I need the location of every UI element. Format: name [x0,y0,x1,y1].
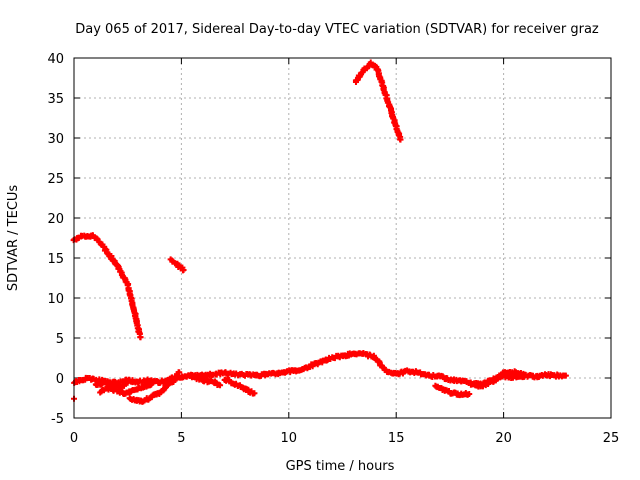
y-tick-label: 35 [47,92,64,107]
x-axis-label: GPS time / hours [286,459,395,474]
chart-title: Day 065 of 2017, Sidereal Day-to-day VTE… [75,22,599,37]
tick-labels: 0 5 10 15 20 25 -5 0 5 10 15 20 25 30 35 40 [47,52,619,446]
series-arc-low-d [222,377,258,397]
y-tick-label: 20 [47,212,64,227]
x-tick-label: 10 [281,431,298,446]
x-tick-label: 0 [70,431,78,446]
x-tick-label: 25 [603,431,620,446]
series-arc-low-f [432,383,472,398]
y-tick-label: 0 [56,372,64,387]
y-tick-label: 5 [56,332,64,347]
series-arc-short-mid [168,256,187,273]
series-arc-high-early [71,232,144,340]
series-arc-peak [353,59,404,142]
x-tick-label: 20 [495,431,512,446]
grid [74,58,611,418]
data-point [138,334,144,340]
chart: Day 065 of 2017, Sidereal Day-to-day VTE… [0,0,640,480]
y-tick-label: -5 [51,412,64,427]
y-axis-label: SDTVAR / TECUs [6,185,21,292]
y-tick-label: 15 [47,252,64,267]
plot-frame [74,58,611,418]
y-tick-label: 40 [47,52,64,67]
y-tick-label: 25 [47,172,64,187]
y-tick-label: 30 [47,132,64,147]
data-marks [71,59,569,404]
y-tick-label: 10 [47,292,64,307]
x-tick-label: 15 [388,431,405,446]
x-tick-label: 5 [177,431,185,446]
